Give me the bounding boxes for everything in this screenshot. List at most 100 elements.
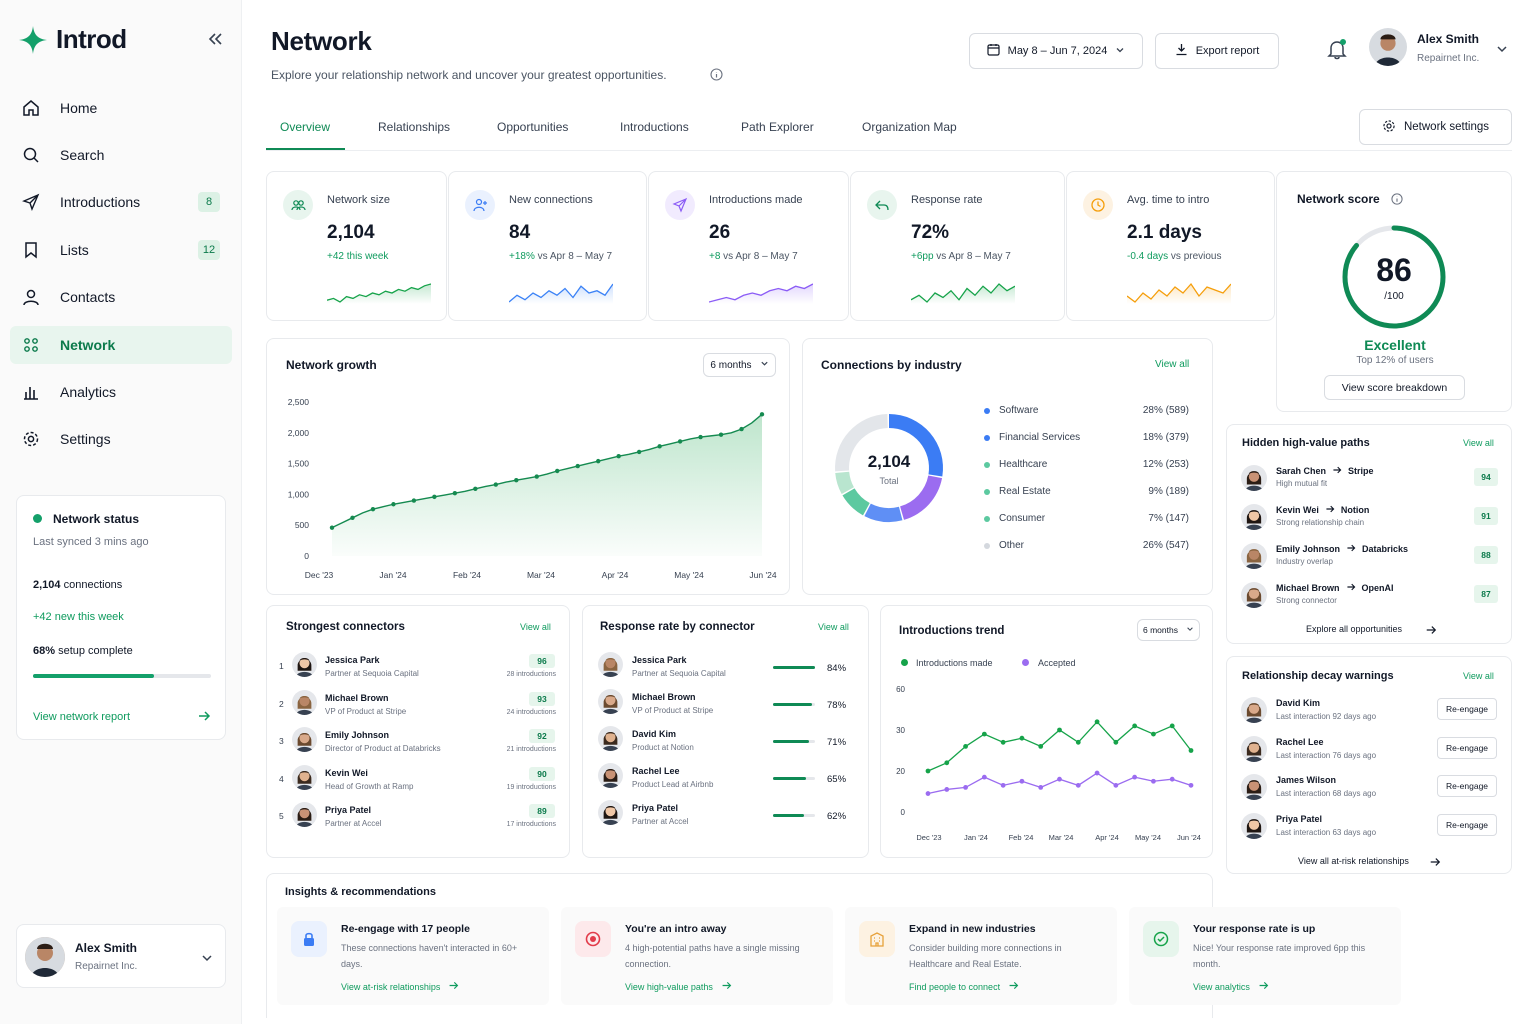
arrow-right-icon	[1346, 543, 1356, 555]
sidebar-item-introductions[interactable]: Introductions 8	[10, 183, 232, 221]
arrow-right-icon[interactable]	[197, 709, 211, 728]
insight-link[interactable]: View at-risk relationships	[341, 980, 459, 993]
connector-intros: 21 introductions	[506, 746, 556, 753]
tab-opportunities[interactable]: Opportunities	[497, 120, 569, 134]
stat-title: Response rate	[911, 194, 983, 206]
search-icon	[20, 144, 42, 166]
tab-overview[interactable]: Overview	[280, 120, 331, 134]
growth-point	[718, 432, 724, 437]
sidebar-user-card[interactable]: Alex Smith Repairnet Inc.	[16, 924, 226, 988]
arrow-right-icon[interactable]	[1429, 855, 1441, 873]
trend-point	[1188, 782, 1194, 788]
view-at-risk-link[interactable]: View all at-risk relationships	[1298, 856, 1409, 866]
insight-link[interactable]: Find people to connect	[909, 980, 1019, 993]
legend-dot	[984, 489, 990, 495]
connector-row[interactable]: 5 Priya Patel Partner at Accel 89 17 introdu…	[267, 800, 571, 836]
connector-row[interactable]: 3 Emily Johnson Director of Product at Dat…	[267, 725, 571, 761]
view-score-breakdown-button[interactable]: View score breakdown	[1324, 375, 1465, 400]
growth-range-select[interactable]: 6 months	[703, 353, 776, 377]
stat-title: Network size	[327, 194, 390, 206]
connector-row[interactable]: 2 Michael Brown VP of Product at Stripe 93 2…	[267, 688, 571, 724]
sidebar-item-home[interactable]: Home	[10, 89, 232, 127]
trend-range-select[interactable]: 6 months	[1137, 619, 1200, 641]
sidebar-item-network[interactable]: Network	[10, 326, 232, 364]
connector-row[interactable]: 4 Kevin Wei Head of Growth at Ramp 90 19 int…	[267, 763, 571, 799]
response-row[interactable]: Michael Brown VP of Product at Stripe 78%	[583, 687, 870, 723]
path-row[interactable]: Emily Johnson Databricks Industry overlap 8…	[1227, 541, 1513, 577]
stat-value: 72%	[911, 222, 950, 243]
trend-point	[1188, 748, 1194, 753]
avatar[interactable]	[1369, 28, 1407, 66]
insight-title: Re-engage with 17 people	[341, 923, 470, 935]
insight-link[interactable]: View high-value paths	[625, 980, 732, 993]
insight-link[interactable]: View analytics	[1193, 980, 1269, 993]
arrow-right-icon[interactable]	[1425, 623, 1437, 641]
path-to: Stripe	[1348, 466, 1374, 476]
connectors-view-all-link[interactable]: View all	[520, 622, 551, 632]
chevron-down-icon[interactable]	[201, 951, 213, 969]
tab-relationships[interactable]: Relationships	[378, 120, 451, 134]
sidebar-item-analytics[interactable]: Analytics	[10, 373, 232, 411]
growth-point	[616, 454, 621, 459]
path-row[interactable]: Michael Brown OpenAI Strong connector 87	[1227, 580, 1513, 616]
info-icon[interactable]	[1391, 192, 1403, 210]
info-icon[interactable]	[710, 68, 723, 86]
stat-delta-value: -0.4 days	[1127, 251, 1169, 262]
sidebar-item-search[interactable]: Search	[10, 136, 232, 174]
connector-row[interactable]: 1 Jessica Park Partner at Sequoia Capital 9…	[267, 650, 571, 686]
response-row[interactable]: Jessica Park Partner at Sequoia Capital 84…	[583, 650, 870, 686]
sidebar-item-label: Analytics	[60, 384, 117, 400]
x-tick-label: May '24	[1135, 833, 1161, 842]
tab-introductions[interactable]: Introductions	[620, 120, 689, 134]
response-row[interactable]: Rachel Lee Product Lead at Airbnb 65%	[583, 761, 870, 797]
sparkline-line	[327, 283, 431, 303]
connector-score-badge: 93	[529, 691, 555, 706]
trend-point	[1113, 782, 1119, 788]
gear-icon	[1382, 119, 1396, 136]
re-engage-button[interactable]: Re-engage	[1437, 813, 1497, 836]
response-row[interactable]: Priya Patel Partner at Accel 62%	[583, 798, 870, 834]
connector-role: Partner at Accel	[325, 819, 382, 828]
legend-label: Consumer	[999, 513, 1046, 524]
hidden-paths-view-all-link[interactable]: View all	[1463, 438, 1494, 448]
response-bar-fill	[773, 703, 812, 706]
sidebar-item-lists[interactable]: Lists 12	[10, 231, 232, 269]
connector-name: Priya Patel	[325, 805, 372, 815]
path-to: Notion	[1340, 505, 1370, 515]
app-logo[interactable]: Introd	[18, 24, 127, 55]
introductions-count-badge: 8	[198, 192, 220, 212]
path-row[interactable]: Kevin Wei Notion Strong relationship chain…	[1227, 502, 1513, 538]
response-row[interactable]: David Kim Product at Notion 71%	[583, 724, 870, 760]
tab-organization-map[interactable]: Organization Map	[862, 120, 957, 134]
decay-view-all-link[interactable]: View all	[1463, 671, 1494, 681]
stat-sparkline	[1127, 282, 1231, 304]
industry-view-all-link[interactable]: View all	[1155, 359, 1190, 370]
legend-label: Financial Services	[999, 432, 1081, 443]
re-engage-button[interactable]: Re-engage	[1437, 698, 1497, 720]
stat-delta-value: +6pp	[911, 251, 934, 262]
stat-delta-context: vs Apr 8 – May 7	[933, 251, 1011, 262]
chevron-down-icon[interactable]	[1496, 42, 1508, 60]
view-network-report-link[interactable]: View network report	[33, 711, 131, 723]
response-view-all-link[interactable]: View all	[818, 622, 849, 632]
explore-opportunities-link[interactable]: Explore all opportunities	[1306, 624, 1403, 634]
collapse-sidebar-icon[interactable]	[206, 30, 224, 53]
hidden-paths-card: Hidden high-value paths View all Explore…	[1226, 424, 1512, 644]
export-report-button[interactable]: Export report	[1155, 33, 1279, 69]
trend-point	[1094, 770, 1100, 776]
re-engage-button[interactable]: Re-engage	[1437, 736, 1497, 759]
bell-icon[interactable]	[1326, 38, 1348, 65]
date-range-picker[interactable]: May 8 – Jun 7, 2024	[969, 33, 1143, 69]
x-tick-label: Jun '24	[1177, 833, 1201, 842]
stat-value: 2,104	[327, 222, 375, 243]
path-row[interactable]: Sarah Chen Stripe High mutual fit 94	[1227, 463, 1513, 499]
network-settings-button[interactable]: Network settings	[1359, 109, 1512, 145]
sidebar-item-settings[interactable]: Settings	[10, 420, 232, 458]
y-tick-label: 500	[295, 520, 309, 530]
re-engage-button[interactable]: Re-engage	[1437, 775, 1497, 797]
sidebar-item-contacts[interactable]: Contacts	[10, 278, 232, 316]
trend-point	[981, 731, 987, 737]
avatar	[1241, 697, 1267, 723]
bar-chart-icon	[20, 381, 42, 403]
tab-path-explorer[interactable]: Path Explorer	[741, 120, 814, 134]
